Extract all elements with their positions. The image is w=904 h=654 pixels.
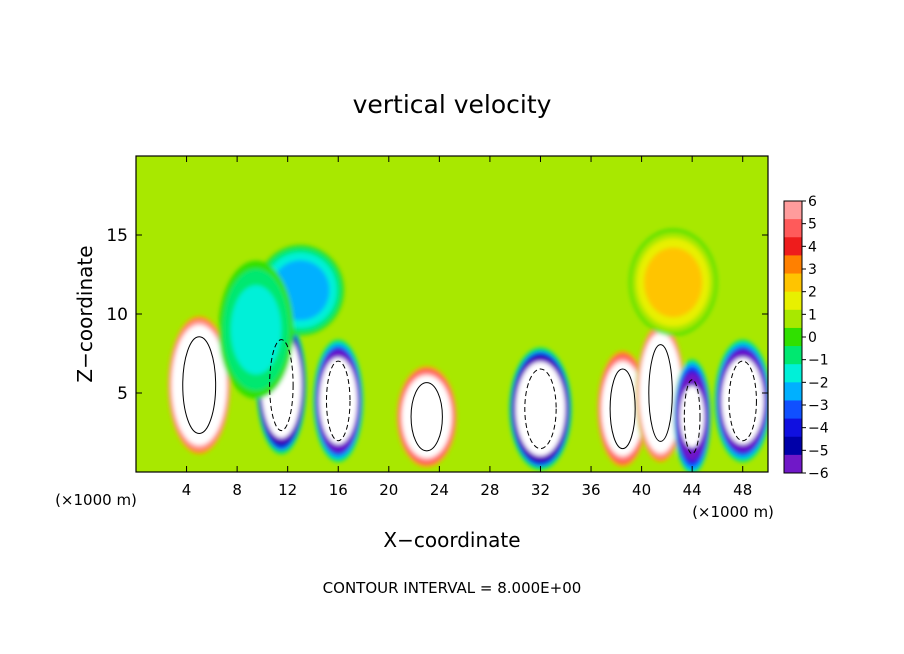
colorbar-tick-label: −2: [808, 375, 829, 391]
field-cell-11: [218, 260, 294, 399]
contour-line: [728, 360, 757, 442]
x-tick-label: 48: [733, 481, 752, 499]
x-tick-label: 16: [329, 481, 348, 499]
x-tick-label: 20: [379, 481, 398, 499]
x-tick-label: 4: [182, 481, 192, 499]
colorbar-swatch: [784, 400, 802, 420]
x-tick-label: 32: [531, 481, 550, 499]
field-cells: [166, 229, 768, 472]
field-cell-6: [635, 319, 686, 467]
colorbar-swatch: [784, 346, 802, 365]
field-cell-4: [509, 347, 572, 471]
field-cell-band: [727, 371, 758, 430]
colorbar-swatch: [784, 454, 802, 474]
x-unit-label: (×1000 m): [692, 503, 774, 521]
x-tick-label: 8: [232, 481, 242, 499]
colorbar-tick-label: 5: [808, 217, 817, 233]
field-cell-0: [166, 311, 232, 459]
contour-line: [648, 344, 673, 442]
y-unit-label: (×1000 m): [55, 491, 137, 509]
colorbar-tick-label: 2: [808, 285, 817, 301]
field-cell-band: [182, 351, 217, 419]
field-cell-2: [313, 339, 364, 463]
field-cell-band: [651, 256, 695, 309]
contour-lines: [182, 336, 757, 455]
x-axis-ticks: 4 8 12 16 20 24 28 32 36 40 44 48: [182, 156, 752, 499]
colorbar-swatch: [784, 327, 802, 347]
colorbar-tick-label: 4: [808, 239, 817, 255]
chart-title: vertical velocity: [353, 90, 552, 119]
contour-line: [524, 368, 557, 450]
x-tick-label: 44: [683, 481, 702, 499]
contour-line: [269, 339, 294, 432]
colorbar-swatch: [784, 309, 802, 329]
colorbar-swatch: [784, 219, 802, 238]
colorbar-swatch: [784, 382, 802, 401]
contour-line: [410, 382, 443, 452]
colorbar-swatch: [784, 364, 802, 383]
field-cell-band: [410, 391, 444, 443]
colorbar-tick-label: −4: [808, 421, 829, 437]
field-cell-band: [523, 379, 557, 438]
field-cell-band: [680, 389, 704, 445]
y-tick-label: 10: [106, 305, 128, 325]
y-tick-label: 5: [117, 384, 128, 404]
velocity-field: [136, 156, 768, 472]
contour-interval-label: CONTOUR INTERVAL = 8.000E+00: [323, 579, 582, 597]
x-tick-label: 36: [581, 481, 600, 499]
x-tick-label: 24: [430, 481, 449, 499]
field-cell-band: [236, 297, 276, 363]
colorbar-tick-label: 0: [808, 330, 817, 346]
colorbar-tick-label: −3: [808, 398, 829, 414]
colorbar-swatch: [784, 273, 802, 293]
colorbar-swatch: [784, 291, 802, 311]
x-tick-label: 28: [480, 481, 499, 499]
field-cell-band: [646, 359, 675, 427]
colorbar-tick-label: −5: [808, 443, 829, 459]
y-axis-ticks: 5 10 15: [106, 226, 768, 404]
colorbar-tick-label: −1: [808, 353, 829, 369]
colorbar: 6 5 4 3 2 1 0 −1 −2 −3 −4 −5 −6: [783, 194, 829, 482]
colorbar-swatch: [784, 436, 802, 456]
field-cell-3: [395, 363, 458, 471]
colorbar-swatch: [784, 237, 802, 256]
field-cell-7: [673, 359, 711, 472]
contour-line: [609, 368, 636, 450]
x-tick-label: 40: [632, 481, 651, 499]
colorbar-swatch: [784, 201, 802, 220]
colorbar-tick-label: 6: [808, 194, 817, 210]
field-cell-10: [629, 229, 718, 336]
x-axis-title: X−coordinate: [383, 528, 520, 552]
field-cell-band: [608, 379, 638, 438]
contour-line: [182, 336, 217, 434]
colorbar-tick-label: −6: [808, 466, 829, 482]
colorbar-tick-label: 1: [808, 307, 817, 323]
colorbar-swatch: [784, 255, 802, 275]
contour-line: [325, 360, 351, 442]
field-cell-8: [714, 339, 768, 463]
colorbar-swatch: [784, 418, 802, 438]
y-axis-title: Z−coordinate: [73, 245, 97, 382]
x-tick-label: 12: [278, 481, 297, 499]
colorbar-tick-label: 3: [808, 262, 817, 278]
contour-line: [683, 379, 701, 455]
y-tick-label: 15: [106, 226, 128, 246]
field-cell-band: [324, 371, 353, 430]
